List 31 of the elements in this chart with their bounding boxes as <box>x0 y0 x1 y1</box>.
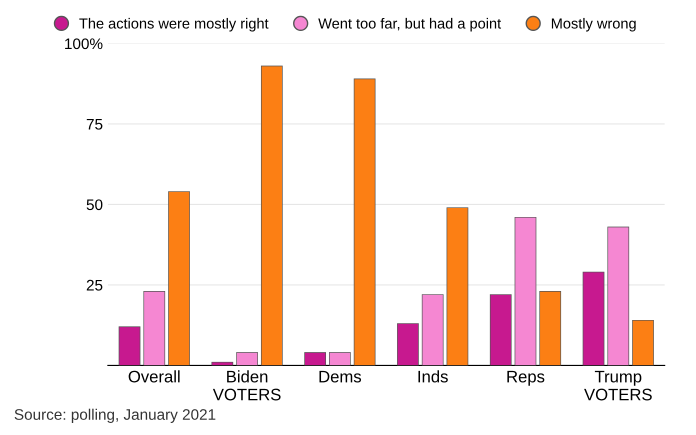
bar <box>632 320 654 366</box>
y-tick-label: 100% <box>65 38 102 50</box>
x-tick-label: Dems <box>319 370 362 383</box>
x-tick-label: Trump VOTERS <box>584 370 652 400</box>
bar <box>490 294 512 366</box>
legend-label: Went too far, but had a point <box>318 18 502 32</box>
x-tick-label: Biden VOTERS <box>212 370 281 400</box>
bar <box>260 66 283 366</box>
bar <box>514 216 536 366</box>
bar <box>422 294 444 366</box>
bar <box>143 291 166 366</box>
bar <box>354 78 376 366</box>
bar <box>168 191 190 366</box>
x-tick-label: Inds <box>418 370 448 383</box>
bar <box>236 352 258 366</box>
bar <box>304 352 326 366</box>
legend-label: The actions were mostly right <box>79 18 268 32</box>
bar <box>582 272 604 366</box>
bar <box>446 207 468 366</box>
y-tick-label: 50 <box>86 199 102 210</box>
y-tick-label: 25 <box>86 280 102 291</box>
bar <box>329 352 351 366</box>
source-note: Source: polling, January 2021 <box>14 408 216 423</box>
bar <box>539 291 562 366</box>
x-tick-label: Overall <box>128 370 180 383</box>
bar <box>607 226 630 366</box>
x-tick-label: Reps <box>507 370 544 386</box>
bar <box>397 323 419 366</box>
legend-label: Mostly wrong <box>552 18 636 32</box>
y-tick-label: 75 <box>86 119 102 130</box>
bar <box>118 326 140 366</box>
